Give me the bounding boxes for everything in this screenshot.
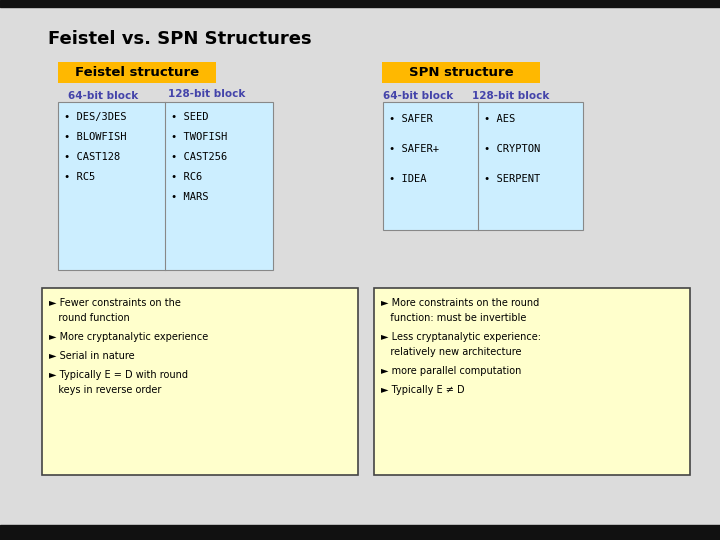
Bar [383, 102, 583, 230]
Text: 64-bit block: 64-bit block [383, 91, 454, 101]
Text: • CAST128: • CAST128 [64, 152, 120, 162]
Text: • SERPENT: • SERPENT [484, 174, 540, 184]
Text: • RC5: • RC5 [64, 172, 95, 182]
Text: ► Typically E = D with round: ► Typically E = D with round [49, 370, 188, 380]
Text: Feistel structure: Feistel structure [75, 66, 199, 79]
Text: • CRYPTON: • CRYPTON [484, 144, 540, 154]
Text: • IDEA: • IDEA [389, 174, 426, 184]
Text: • SAFER+: • SAFER+ [389, 144, 439, 154]
Text: • SEED: • SEED [171, 112, 209, 122]
Text: • CAST256: • CAST256 [171, 152, 228, 162]
Text: ► Typically E ≠ D: ► Typically E ≠ D [381, 385, 464, 395]
Text: 13: 13 [691, 527, 705, 537]
Text: 128-bit block: 128-bit block [168, 89, 246, 99]
Text: • SAFER: • SAFER [389, 114, 433, 124]
Bar [374, 288, 690, 475]
Text: • BLOWFISH: • BLOWFISH [64, 132, 127, 142]
Text: SPN structure: SPN structure [409, 66, 513, 79]
Text: • DES/3DES: • DES/3DES [64, 112, 127, 122]
Text: • TWOFISH: • TWOFISH [171, 132, 228, 142]
Text: keys in reverse order: keys in reverse order [49, 385, 161, 395]
Text: ► more parallel computation: ► more parallel computation [381, 366, 521, 376]
Text: • AES: • AES [484, 114, 516, 124]
Bar [58, 102, 273, 270]
Text: 64-bit block: 64-bit block [68, 91, 138, 101]
Bar [58, 62, 216, 83]
Bar [0, 525, 720, 540]
Bar [382, 62, 540, 83]
Text: Feistel vs. SPN Structures: Feistel vs. SPN Structures [48, 30, 312, 48]
Text: ► Serial in nature: ► Serial in nature [49, 351, 135, 361]
Text: ► Less cryptanalytic experience:: ► Less cryptanalytic experience: [381, 332, 541, 342]
Bar [0, 0, 720, 7]
Bar [42, 288, 358, 475]
Text: • RC6: • RC6 [171, 172, 202, 182]
Text: ► More constraints on the round: ► More constraints on the round [381, 298, 539, 308]
Text: round function: round function [49, 313, 130, 323]
Text: function: must be invertible: function: must be invertible [381, 313, 526, 323]
Text: • MARS: • MARS [171, 192, 209, 202]
Text: 128-bit block: 128-bit block [472, 91, 549, 101]
Text: ► More cryptanalytic experience: ► More cryptanalytic experience [49, 332, 208, 342]
Text: ► Fewer constraints on the: ► Fewer constraints on the [49, 298, 181, 308]
Text: relatively new architecture: relatively new architecture [381, 347, 521, 357]
